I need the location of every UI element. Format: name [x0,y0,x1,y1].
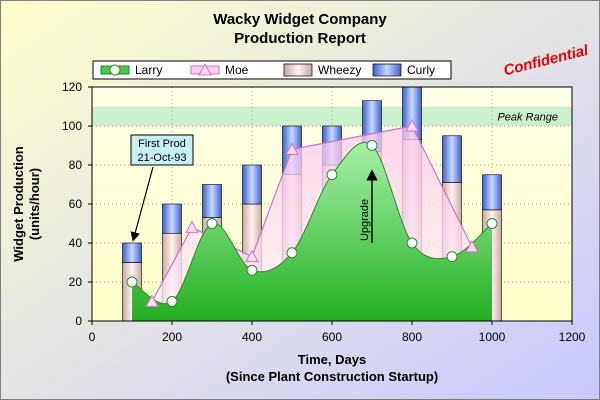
marker-moe [285,142,299,155]
zone-label: Peak Range [497,111,558,123]
y-axis-label: Widget Production [11,146,26,261]
annotations: First Prod 21-Oct-93 Upgrade [130,134,378,243]
legend-box [92,60,452,80]
marker-larry [326,169,338,181]
marker-larry [446,251,458,263]
marker-larry [286,247,298,259]
callout-box [130,134,194,166]
x-tick-label: 400 [242,330,262,344]
marker-moe [465,239,479,253]
legend-label: Larry [135,63,162,77]
area-layer [131,125,493,321]
x-axis-label: Time, Days [298,352,366,367]
legend-swatch-curly [372,63,402,77]
bar-curly [442,135,462,183]
legend-label: Curly [407,63,435,77]
marker-larry [206,218,218,229]
x-tick-label: 200 [162,330,182,344]
marker-larry [366,140,378,151]
bar-curly [202,184,222,218]
y-tick-label: 120 [62,80,82,94]
legend-marker-larry [109,64,121,76]
marker-moe [185,220,199,233]
y-tick-label: 20 [69,275,83,289]
area-larry [132,142,492,321]
x-tick-label: 800 [402,330,422,344]
zone-band [92,106,572,126]
peak-range-zone: Peak Range [92,106,572,126]
y-tick-label: 80 [69,158,83,172]
line-moe [151,125,473,302]
marker-larry [246,264,258,276]
title-line: Production Report [234,30,366,47]
x-axis-label: (Since Plant Construction Startup) [226,369,438,384]
marker-layer [126,118,498,307]
bar-curly [162,203,182,234]
marker-larry [126,276,138,288]
x-tick-label: 1200 [559,330,586,344]
bar-curly [242,164,262,205]
y-axis-label: (units/hour) [27,168,42,240]
axes: 0 200 400 600 800 1000 1200 0 20 40 60 80 100 120 Time… [11,80,586,384]
marker-larry [166,296,178,307]
upgrade-label: Upgrade [359,199,371,241]
x-tick-label: 0 [89,330,96,344]
legend-marker-moe [198,62,212,76]
legend: Larry Moe Wheezy Curly [92,60,452,80]
chart-title: Wacky Widget Company Production Report [213,11,387,47]
callout-text: First Prod [138,138,186,150]
line-larry [131,142,493,305]
y-tick-label: 40 [69,236,83,250]
x-tick-label: 600 [322,330,342,344]
bar-curly [122,242,142,263]
title-line: Wacky Widget Company [213,11,387,28]
y-tick-label: 0 [75,314,82,328]
legend-swatch-wheezy [283,63,313,77]
marker-moe [145,294,159,307]
legend-label: Wheezy [318,63,361,77]
y-tick-label: 100 [62,119,82,133]
marker-moe [405,118,419,132]
y-tick-label: 60 [69,197,83,211]
marker-larry [486,218,498,229]
x-tick-label: 1000 [479,330,506,344]
callout-text: 21-Oct-93 [138,152,187,164]
callout-arrow [130,166,154,242]
legend-label: Moe [225,63,249,77]
marker-larry [406,237,418,249]
bar-curly [482,174,502,211]
marker-moe [245,249,259,263]
